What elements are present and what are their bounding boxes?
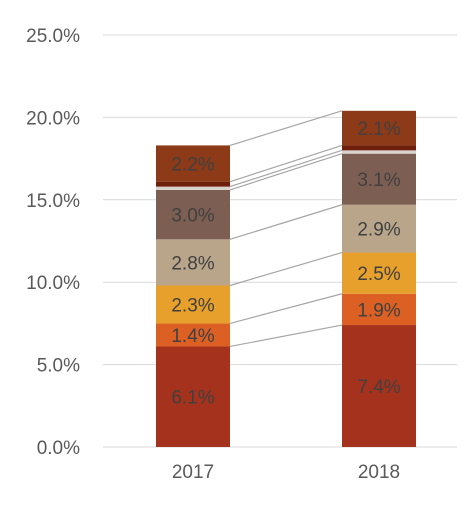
- x-category-label: 2017: [172, 462, 214, 483]
- data-label: 2.1%: [357, 119, 400, 140]
- series-line: [229, 144, 343, 183]
- bar-segment: [342, 325, 416, 447]
- bar-segment: [156, 285, 230, 324]
- bar-segment: [342, 293, 416, 326]
- bar-segment: [342, 204, 416, 253]
- data-label: 1.9%: [357, 300, 400, 321]
- y-tick-label: 5.0%: [37, 356, 80, 377]
- data-label: 6.1%: [171, 388, 214, 409]
- bar-segment: [342, 252, 416, 294]
- stacked-bars: [156, 110, 416, 447]
- bar-segment: [156, 346, 230, 447]
- bar-segment: [342, 153, 416, 205]
- series-line: [229, 293, 343, 324]
- y-tick-label: 25.0%: [26, 26, 80, 47]
- bar-segment: [156, 181, 230, 187]
- y-tick-label: 10.0%: [26, 273, 80, 294]
- data-label: 7.4%: [357, 377, 400, 398]
- series-line: [229, 251, 343, 287]
- data-label: 3.0%: [171, 206, 214, 227]
- data-label: 3.1%: [357, 170, 400, 191]
- data-label: 1.4%: [171, 326, 214, 347]
- y-tick-label: 0.0%: [37, 438, 80, 459]
- bar-segment: [342, 110, 416, 146]
- bar-segment: [342, 145, 416, 151]
- bar-segment: [156, 239, 230, 286]
- y-tick-label: 15.0%: [26, 191, 80, 212]
- bar-segment: [156, 189, 230, 240]
- y-axis-tick-labels: 0.0% 5.0% 10.0% 15.0% 20.0% 25.0%: [26, 26, 80, 459]
- bar-segment: [342, 150, 416, 154]
- bar-segment: [156, 186, 230, 190]
- x-axis-category-labels: 2017 2018: [172, 462, 400, 483]
- series-line: [229, 204, 343, 240]
- series-line: [229, 324, 343, 348]
- y-tick-label: 20.0%: [26, 108, 80, 129]
- data-label: 2.8%: [171, 253, 214, 274]
- data-label: 2.2%: [171, 155, 214, 176]
- series-line: [229, 153, 343, 191]
- series-connector-lines: [229, 110, 343, 348]
- data-label: 2.3%: [171, 295, 214, 316]
- series-line: [229, 110, 343, 146]
- data-label: 2.9%: [357, 220, 400, 241]
- bar-segment: [156, 145, 230, 182]
- series-line: [229, 149, 343, 188]
- data-labels: 6.1% 1.4% 2.3% 2.8% 3.0% 2.2% 7.4% 1.9% 2.5% 2.9%…: [171, 119, 400, 409]
- x-category-label: 2018: [358, 462, 400, 483]
- data-label: 2.5%: [357, 264, 400, 285]
- bar-segment: [156, 323, 230, 347]
